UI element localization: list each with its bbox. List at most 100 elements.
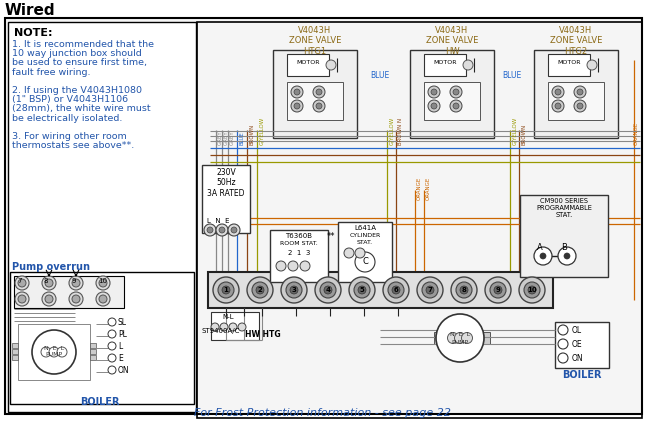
Circle shape [344,248,354,258]
Circle shape [18,279,26,287]
Circle shape [558,353,568,363]
Circle shape [288,261,298,271]
Text: MOTOR: MOTOR [557,60,581,65]
Circle shape [355,248,365,258]
Circle shape [524,282,540,298]
Circle shape [276,261,286,271]
Text: For Frost Protection information - see page 22: For Frost Protection information - see p… [195,408,452,418]
Bar [211,312,259,340]
Circle shape [450,100,462,112]
Text: 7: 7 [428,287,432,293]
Circle shape [494,286,502,294]
Bar [534,50,618,138]
Circle shape [313,86,325,98]
Circle shape [32,330,76,374]
Text: Wired: Wired [5,3,56,18]
Circle shape [316,89,322,95]
Circle shape [451,277,477,303]
Circle shape [99,279,107,287]
Text: BLUE: BLUE [502,70,521,79]
Circle shape [463,60,473,70]
Circle shape [228,224,240,236]
Circle shape [460,286,468,294]
Circle shape [417,277,443,303]
Text: 9: 9 [71,278,76,284]
Bar [520,195,608,277]
Bar [12,349,18,354]
Text: be used to ensure first time,: be used to ensure first time, [12,58,147,68]
Text: ORANGE: ORANGE [426,177,431,200]
Text: MOTOR: MOTOR [296,60,320,65]
Circle shape [558,247,576,265]
Circle shape [69,292,83,306]
Bar [338,222,392,282]
Text: ROOM STAT.: ROOM STAT. [280,241,318,246]
Circle shape [218,282,234,298]
Circle shape [108,330,116,338]
Text: (1" BSP) or V4043H1106: (1" BSP) or V4043H1106 [12,95,128,104]
Text: GREY: GREY [224,130,229,145]
Text: be electrically isolated.: be electrically isolated. [12,114,122,123]
Circle shape [213,277,239,303]
Bar [270,230,328,282]
Circle shape [461,333,472,344]
Circle shape [534,247,552,265]
Circle shape [291,86,303,98]
Text: 4: 4 [325,287,331,293]
Text: MOTOR: MOTOR [433,60,457,65]
Circle shape [300,261,310,271]
Bar [14,276,124,308]
Circle shape [238,323,246,331]
Text: T6360B: T6360B [285,233,313,239]
Bar [210,46,638,304]
Text: C: C [362,257,368,267]
Text: G/YELLOW: G/YELLOW [512,117,517,145]
Circle shape [453,89,459,95]
Text: ORANGE: ORANGE [634,122,639,145]
Bar [197,22,642,418]
Text: OE: OE [572,340,583,349]
Text: BOILER: BOILER [562,370,602,380]
Circle shape [207,227,213,233]
Circle shape [286,282,302,298]
Circle shape [448,333,459,344]
Text: **: ** [327,232,336,241]
Text: 2. If using the V4043H1080: 2. If using the V4043H1080 [12,86,142,95]
Bar [202,165,250,233]
Text: BROWN N: BROWN N [398,118,403,145]
Circle shape [456,282,472,298]
Circle shape [454,333,465,344]
Text: E: E [118,354,123,363]
Text: L  N  E: L N E [207,218,230,224]
Bar [10,272,194,404]
Circle shape [574,86,586,98]
Text: SL: SL [118,318,127,327]
Bar [90,355,96,360]
Bar [555,322,609,368]
Text: PUMP: PUMP [452,340,468,344]
Circle shape [294,103,300,109]
Circle shape [49,347,59,357]
Circle shape [326,60,336,70]
Text: 10 way junction box should: 10 way junction box should [12,49,142,58]
Text: V4043H
ZONE VALVE
HTG2: V4043H ZONE VALVE HTG2 [550,26,602,56]
Circle shape [316,103,322,109]
Text: G/YELLOW: G/YELLOW [259,117,264,145]
Circle shape [229,323,237,331]
Circle shape [42,292,56,306]
Circle shape [552,86,564,98]
Text: ON: ON [572,354,584,363]
Bar [434,332,442,344]
Circle shape [220,323,228,331]
Text: 2: 2 [258,287,263,293]
Circle shape [72,295,80,303]
Circle shape [108,354,116,362]
Text: L641A: L641A [354,225,376,231]
Circle shape [564,253,570,259]
Text: L: L [118,342,122,351]
Text: 9: 9 [496,287,500,293]
Circle shape [574,100,586,112]
Circle shape [392,286,400,294]
Circle shape [108,318,116,326]
Circle shape [15,292,29,306]
